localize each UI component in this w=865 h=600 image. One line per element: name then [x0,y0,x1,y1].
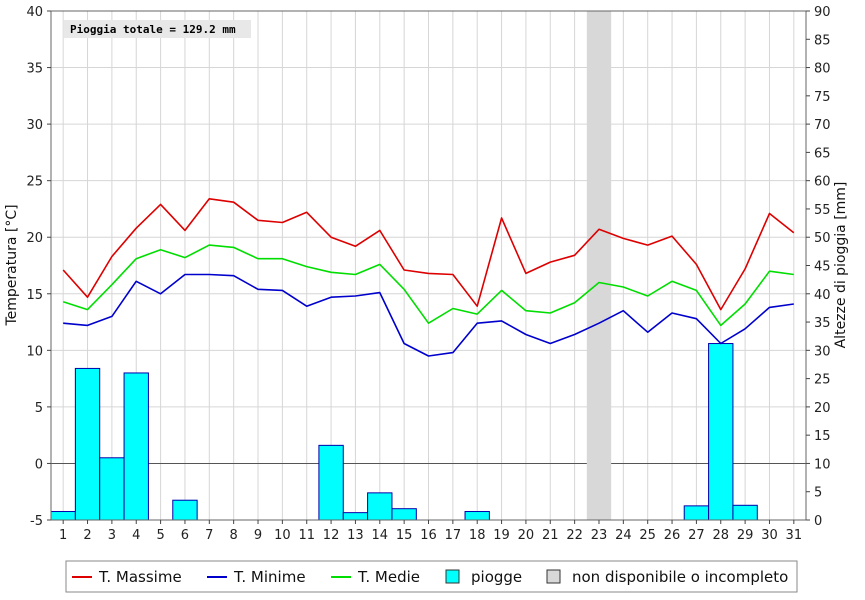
legend-label: T. Minime [233,568,306,586]
legend-label: non disponibile o incompleto [572,568,788,586]
x-tick-label: 17 [445,528,462,543]
axes: -505101520253035400510152025303540455055… [26,5,830,543]
x-tick-label: 21 [542,528,559,543]
x-tick-label: 10 [274,528,291,543]
x-tick-label: 24 [615,528,632,543]
x-tick-label: 16 [420,528,437,543]
x-tick-label: 1 [59,528,67,543]
x-tick-label: 11 [298,528,315,543]
y-right-tick-label: 60 [814,175,831,190]
rain-bar [732,504,758,521]
y-axis-right-label: Altezze di pioggia [mm] [833,182,849,349]
unavailable-band [586,11,612,520]
x-tick-label: 22 [566,528,583,543]
unavailable-band-layer [586,11,612,520]
y-axis-left-label: Temperatura [°C] [4,204,20,326]
y-right-tick-label: 80 [814,62,831,77]
y-right-tick-label: 75 [814,90,831,105]
x-tick-label: 6 [181,528,189,543]
x-tick-label: 20 [518,528,535,543]
x-tick-label: 19 [493,528,510,543]
x-tick-label: 28 [712,528,729,543]
y-right-tick-label: 20 [814,401,831,416]
y-right-tick-label: 10 [814,457,831,472]
legend-frame [65,560,798,593]
y-right-tick-label: 5 [814,486,822,501]
y-left-tick-label: 10 [26,344,43,359]
annotation-box [64,20,251,38]
x-tick-label: 27 [688,528,705,543]
rain-bar [99,457,125,521]
rain-bar [367,492,393,521]
y-left-tick-label: 20 [26,231,43,246]
total-rain-annotation: Pioggia totale = 129.2 mm [70,23,236,36]
y-left-tick-label: 5 [35,401,43,416]
legend-swatch [546,569,561,584]
x-tick-label: 9 [254,528,262,543]
grid [51,10,806,521]
y-right-tick-label: 40 [814,288,831,303]
x-tick-label: 18 [469,528,486,543]
x-tick-label: 14 [372,528,389,543]
series-line-t-minime [63,273,794,357]
y-right-tick-label: 15 [814,429,831,444]
legend-label: T. Massime [98,568,182,586]
legend: T. Massime T. Minime T. Medie piogge non dis… [65,560,798,593]
legend-swatch [445,569,460,584]
x-tick-label: 3 [108,528,116,543]
legend-label: T. Medie [357,568,420,586]
y-right-tick-label: 35 [814,316,831,331]
rain-bar [123,372,149,521]
x-tick-label: 23 [591,528,608,543]
rain-bar [391,508,417,521]
rain-bar [464,511,490,521]
y-right-tick-label: 90 [814,5,831,20]
x-tick-label: 4 [132,528,140,543]
x-tick-label: 15 [396,528,413,543]
y-right-tick-label: 70 [814,118,831,133]
rain-bar [318,444,344,521]
y-right-tick-label: 50 [814,231,831,246]
x-tick-label: 26 [664,528,681,543]
y-right-tick-label: 45 [814,260,831,275]
x-tick-label: 30 [761,528,778,543]
y-left-tick-label: 40 [26,5,43,20]
series-line-t-massime [62,198,795,311]
legend-label: piogge [471,568,522,586]
y-left-tick-label: -5 [30,514,43,529]
rain-bar [74,367,101,521]
x-tick-label: 7 [205,528,213,543]
y-right-tick-label: 0 [814,514,822,529]
y-right-tick-label: 30 [814,344,831,359]
x-tick-label: 12 [323,528,340,543]
x-tick-label: 13 [347,528,364,543]
y-left-tick-label: 0 [35,457,43,472]
rain-bar [342,512,369,521]
y-left-tick-label: 30 [26,118,43,133]
x-tick-label: 2 [83,528,91,543]
rain-bar [50,511,76,521]
rain-bar [708,343,734,521]
y-right-tick-label: 25 [814,373,831,388]
y-right-tick-label: 85 [814,33,831,48]
x-tick-label: 29 [737,528,754,543]
temperature-lines [62,198,795,357]
series-line-t-medie [62,244,794,327]
y-right-tick-label: 65 [814,146,831,161]
y-right-tick-label: 55 [814,203,831,218]
x-tick-label: 8 [230,528,238,543]
rain-bar [683,505,710,521]
y-left-tick-label: 15 [26,288,43,303]
x-tick-label: 31 [786,528,803,543]
y-left-tick-label: 35 [26,62,43,77]
x-tick-label: 5 [156,528,164,543]
rain-bar [172,499,198,521]
y-left-tick-label: 25 [26,175,43,190]
x-tick-label: 25 [639,528,656,543]
